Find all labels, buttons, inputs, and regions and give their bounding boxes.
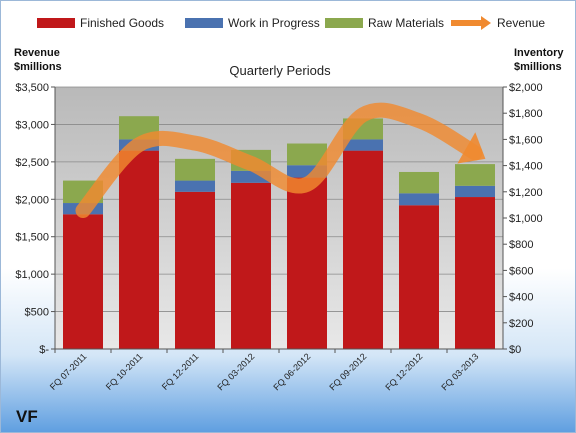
left-tick-label: $3,500 — [15, 82, 49, 94]
left-tick-label: $1,500 — [15, 232, 49, 244]
right-tick-label: $1,600 — [509, 134, 543, 146]
bar-work-in-progress — [399, 193, 439, 206]
bar-finished-goods — [343, 150, 383, 349]
right-tick-label: $1,800 — [509, 108, 543, 120]
bar-finished-goods — [119, 150, 159, 349]
legend-label-finished-goods: Finished Goods — [80, 16, 164, 30]
bar-finished-goods — [175, 191, 215, 349]
legend: Finished Goods Work in Progress Raw Materi… — [37, 16, 545, 30]
legend-label-revenue: Revenue — [497, 16, 545, 30]
right-tick-label: $1,400 — [509, 161, 543, 173]
company-label: VF — [16, 407, 38, 426]
legend-swatch-finished-goods — [37, 18, 75, 28]
bar-finished-goods — [231, 182, 271, 349]
bar-raw-materials — [287, 143, 327, 166]
bars — [63, 116, 495, 349]
left-tick-label: $500 — [25, 307, 49, 319]
right-tick-label: $1,200 — [509, 187, 543, 199]
legend-swatch-work-in-progress — [185, 18, 223, 28]
bar-finished-goods — [287, 177, 327, 349]
bar-work-in-progress — [231, 170, 271, 183]
right-tick-label: $0 — [509, 344, 521, 356]
revenue-trend — [75, 102, 486, 219]
legend-swatch-raw-materials — [325, 18, 363, 28]
right-axis-label-line1: Inventory — [514, 47, 564, 59]
left-tick-label: $- — [39, 344, 49, 356]
left-axis-label-line2: $millions — [14, 61, 62, 73]
bar-raw-materials — [455, 164, 495, 186]
left-tick-label: $2,000 — [15, 194, 49, 206]
revenue-arrowhead — [457, 132, 486, 164]
left-tick-label: $1,000 — [15, 269, 49, 281]
right-axis-ticks: $0 $200 $400 $600 $800 $1,000 $1,200 $1,400 $1,6… — [502, 82, 543, 356]
right-axis-label-line2: $millions — [514, 61, 562, 73]
right-tick-label: $200 — [509, 318, 533, 330]
left-axis-label-line1: Revenue — [14, 47, 60, 59]
bar-work-in-progress — [455, 185, 495, 198]
left-tick-label: $2,500 — [15, 157, 49, 169]
legend-label-work-in-progress: Work in Progress — [228, 16, 320, 30]
right-tick-label: $600 — [509, 265, 533, 277]
legend-arrowhead — [481, 16, 491, 30]
right-tick-label: $2,000 — [509, 82, 543, 94]
right-tick-label: $400 — [509, 292, 533, 304]
left-axis-ticks: $- $500 $1,000 $1,500 $2,000 $2,500 $3,000 $3,5… — [15, 82, 503, 356]
left-tick-label: $3,000 — [15, 119, 49, 131]
bar-work-in-progress — [343, 139, 383, 151]
legend-label-raw-materials: Raw Materials — [368, 16, 444, 30]
bar-finished-goods — [63, 214, 103, 349]
bar-finished-goods — [455, 197, 495, 349]
chart-title: Quarterly Periods — [229, 63, 331, 78]
bar-raw-materials — [175, 158, 215, 181]
right-tick-label: $1,000 — [509, 213, 543, 225]
right-tick-label: $800 — [509, 239, 533, 251]
bar-raw-materials — [399, 171, 439, 194]
revenue-line — [75, 102, 483, 219]
bar-work-in-progress — [175, 180, 215, 192]
bar-finished-goods — [399, 205, 439, 349]
